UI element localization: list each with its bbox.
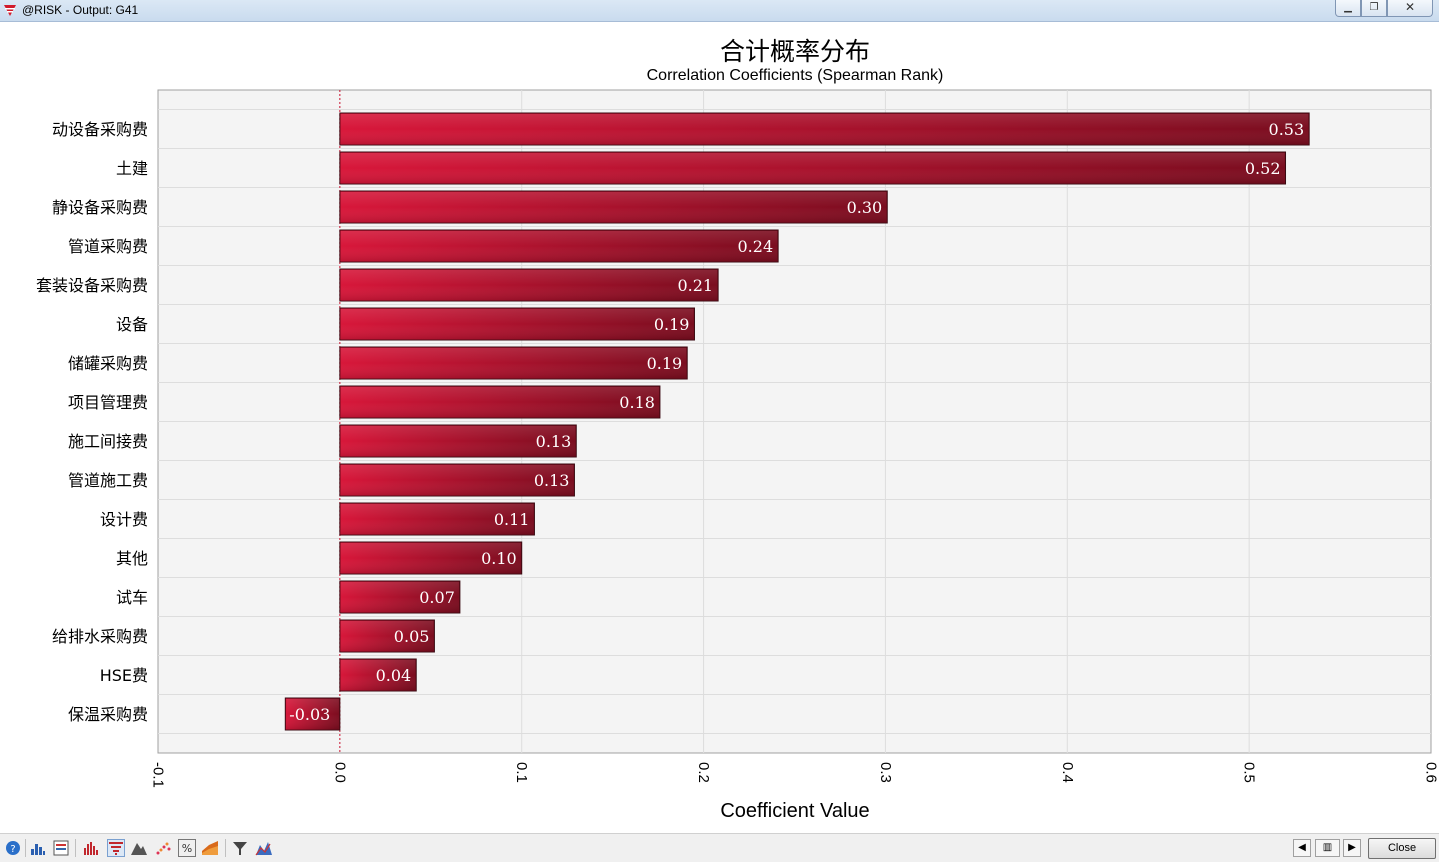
category-label: HSE费 (100, 666, 148, 685)
category-labels: 动设备采购费土建静设备采购费管道采购费套装设备采购费设备储罐采购费项目管理费施工… (36, 120, 148, 724)
chart-type-icon[interactable] (82, 839, 100, 857)
bar-value-label: 0.05 (394, 627, 430, 646)
tornado-chart: 0.53 0.52 0.30 0.24 0.21 0.19 0.19 0.18 0.13 0.13… (0, 0, 1439, 833)
bar-value-label: 0.53 (1269, 120, 1305, 139)
filter-icon[interactable] (231, 839, 249, 857)
page-list-icon: ▥ (1323, 842, 1332, 853)
mountain-icon[interactable] (130, 839, 148, 857)
x-tick-label: 0.3 (877, 762, 894, 783)
bar-highlight (341, 192, 886, 222)
tornado-icon[interactable] (107, 839, 125, 857)
bar-value-label: 0.18 (619, 393, 655, 412)
category-label: 储罐采购费 (68, 354, 148, 373)
svg-text:?: ? (10, 844, 15, 855)
category-label: 设备 (116, 315, 148, 334)
bar-value-label: 0.21 (677, 276, 713, 295)
percent-glyph: % (182, 842, 192, 855)
x-tick-label: -0.1 (150, 762, 167, 788)
x-axis-ticks: -0.1 0.0 0.1 0.2 0.3 0.4 0.5 0.6 (150, 762, 1439, 788)
x-tick-label: 0.6 (1423, 762, 1439, 783)
x-tick-label: 0.0 (331, 762, 348, 783)
bar-value-label: 0.04 (376, 666, 412, 685)
x-tick-label: 0.1 (513, 762, 530, 783)
bar-value-label: 0.30 (847, 198, 883, 217)
bar-value-label: 0.13 (536, 432, 572, 451)
bar-highlight (341, 387, 659, 417)
category-label: 设计费 (100, 510, 148, 529)
close-button[interactable]: Close (1368, 838, 1436, 859)
overlay-icon[interactable] (255, 839, 273, 857)
scatter-icon[interactable] (154, 839, 172, 857)
category-label: 管道采购费 (68, 237, 148, 256)
bar-value-label: 0.07 (419, 588, 455, 607)
bar-value-label: 0.52 (1245, 159, 1281, 178)
bar-highlight (341, 348, 686, 378)
help-icon[interactable]: ? (4, 839, 22, 857)
bar-value-label: 0.10 (481, 549, 517, 568)
next-page-button[interactable]: ▶ (1343, 839, 1361, 857)
category-label: 管道施工费 (68, 471, 148, 490)
bar-value-label: -0.03 (289, 705, 330, 724)
bar-highlight (341, 231, 777, 261)
category-label: 保温采购费 (68, 705, 148, 724)
bar-highlight (341, 309, 694, 339)
x-tick-label: 0.5 (1241, 762, 1258, 783)
bar-value-label: 0.11 (494, 510, 530, 529)
page-list-button[interactable]: ▥ (1315, 839, 1340, 857)
histogram-icon[interactable] (29, 839, 47, 857)
chevron-left-icon: ◀ (1298, 842, 1306, 853)
chevron-right-icon: ▶ (1348, 842, 1356, 853)
area-icon[interactable] (201, 839, 219, 857)
bar-highlight (341, 270, 717, 300)
bar-highlight (341, 114, 1308, 144)
prev-page-button[interactable]: ◀ (1293, 839, 1311, 857)
x-tick-label: 0.2 (695, 762, 712, 783)
category-label: 试车 (116, 588, 148, 607)
x-tick-label: 0.4 (1059, 762, 1076, 783)
category-label: 施工间接费 (68, 432, 148, 451)
report-icon[interactable] (52, 839, 70, 857)
category-label: 静设备采购费 (52, 198, 148, 217)
bar-value-label: 0.13 (534, 471, 570, 490)
category-label: 动设备采购费 (52, 120, 148, 139)
category-label: 给排水采购费 (52, 627, 148, 646)
category-label: 土建 (116, 159, 148, 178)
bar-value-label: 0.19 (647, 354, 683, 373)
percent-icon[interactable]: % (178, 839, 196, 857)
bar-value-label: 0.24 (738, 237, 774, 256)
category-label: 套装设备采购费 (36, 276, 148, 295)
bar-value-label: 0.19 (654, 315, 690, 334)
x-axis-label: Coefficient Value (0, 800, 1439, 823)
bar-highlight (341, 153, 1285, 183)
category-label: 其他 (116, 549, 148, 568)
bottom-toolbar: ? % ◀ ▥ ▶ Close (0, 833, 1439, 862)
category-label: 项目管理费 (68, 393, 148, 412)
